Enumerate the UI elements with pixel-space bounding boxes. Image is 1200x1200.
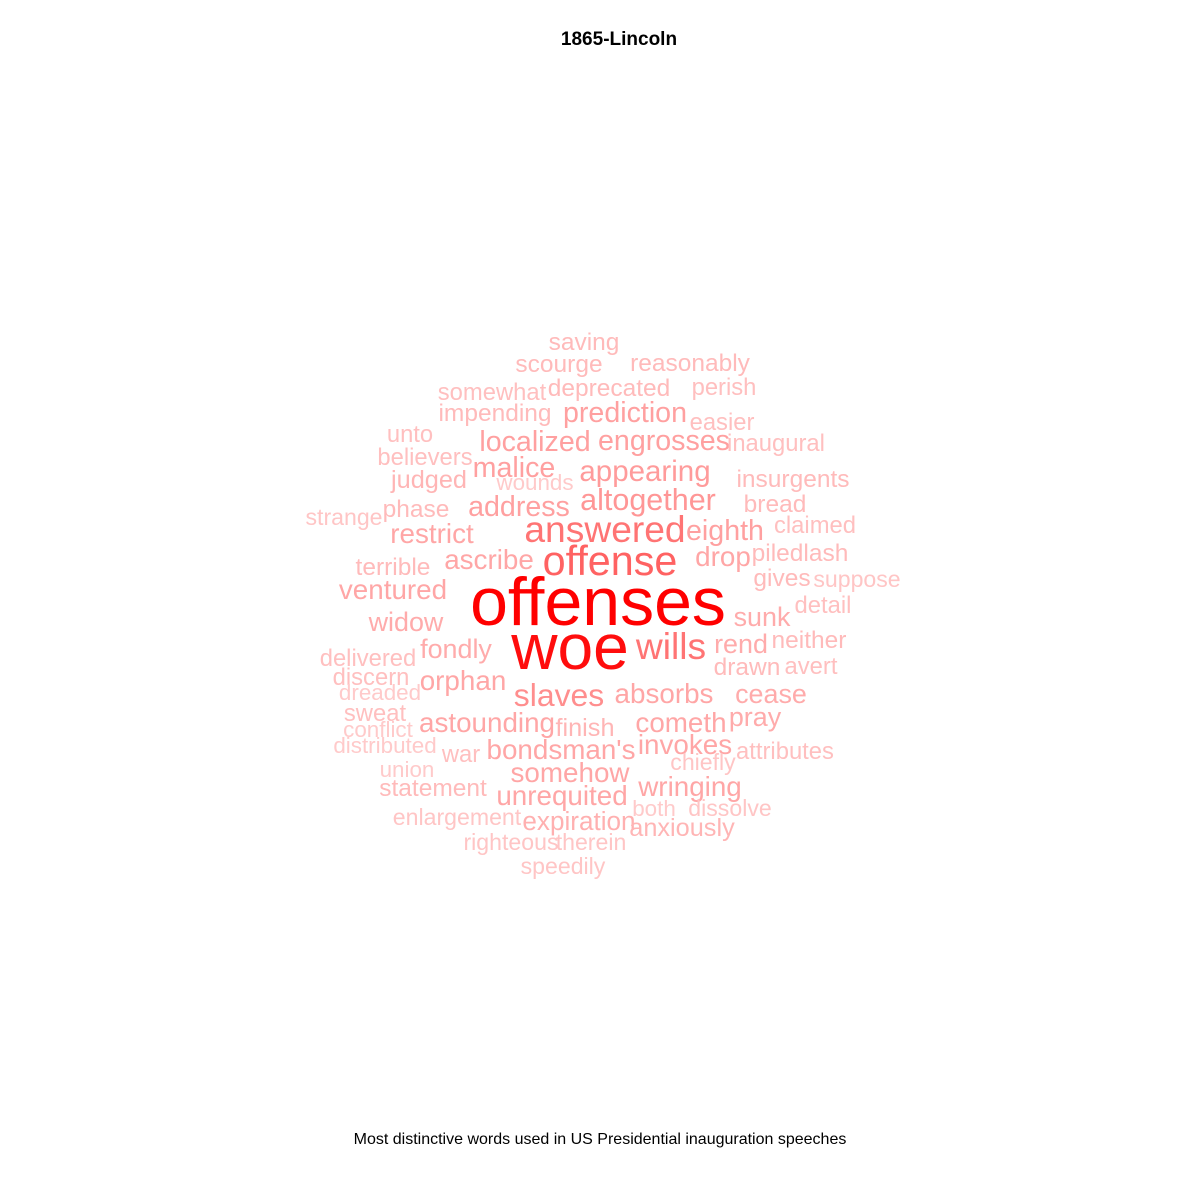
word-67: dreaded xyxy=(339,680,421,705)
word-2: offense xyxy=(543,538,678,584)
word-44: easier xyxy=(690,409,755,436)
word-17: ventured xyxy=(339,574,447,605)
word-54: drawn xyxy=(714,654,781,681)
chart-caption: Most distinctive words used in US Presid… xyxy=(353,1131,847,1148)
word-66: discern xyxy=(333,664,410,691)
word-11: address xyxy=(468,491,570,523)
word-77: speedily xyxy=(521,853,606,879)
word-58: dissolve xyxy=(688,795,771,821)
word-28: bondsman's xyxy=(486,734,635,765)
word-34: anxiously xyxy=(629,814,735,842)
word-49: piledlash xyxy=(752,540,849,567)
word-13: eighth xyxy=(686,515,764,547)
word-60: unto xyxy=(387,421,433,448)
word-12: malice xyxy=(473,452,556,484)
word-3: answered xyxy=(524,508,685,550)
word-29: invokes xyxy=(638,729,732,760)
word-64: terrible xyxy=(356,554,431,581)
word-70: distributed xyxy=(333,733,436,758)
word-73: statement xyxy=(379,775,487,802)
word-15: ascribe xyxy=(444,544,534,575)
word-38: deprecated xyxy=(548,375,671,402)
word-42: somewhat xyxy=(438,379,547,406)
chart-title: 1865-Lincoln xyxy=(560,29,678,50)
word-65: delivered xyxy=(320,645,417,672)
word-74: enlargement xyxy=(393,804,522,830)
word-6: altogether xyxy=(580,483,716,517)
word-45: inaugural xyxy=(727,430,825,457)
word-52: detail xyxy=(795,592,852,619)
word-30: somehow xyxy=(511,757,631,788)
word-18: widow xyxy=(368,607,444,637)
word-9: prediction xyxy=(563,397,687,429)
word-78: wounds xyxy=(495,470,573,495)
word-0: offenses xyxy=(470,564,726,640)
word-32: unrequited xyxy=(496,780,627,811)
word-62: phase xyxy=(383,496,450,523)
word-37: impending xyxy=(438,400,551,427)
word-76: therein xyxy=(556,829,627,855)
word-5: slaves xyxy=(514,677,604,713)
word-35: finish xyxy=(555,714,614,742)
word-63: strange xyxy=(305,504,382,530)
word-75: righteous xyxy=(463,829,558,855)
word-55: avert xyxy=(785,653,838,680)
word-39: scourge xyxy=(515,351,602,378)
word-14: restrict xyxy=(390,518,474,549)
word-61: believers xyxy=(377,444,472,471)
word-10: engrosses xyxy=(598,425,730,457)
word-56: attributes xyxy=(736,738,834,765)
word-59: both xyxy=(632,796,676,821)
word-26: cometh xyxy=(635,707,726,738)
word-16: drop xyxy=(695,541,751,572)
word-53: neither xyxy=(772,627,847,654)
word-31: wringing xyxy=(637,771,742,802)
word-72: war xyxy=(441,741,480,768)
word-24: cease xyxy=(735,679,807,709)
word-40: reasonably xyxy=(630,350,751,377)
word-46: insurgents xyxy=(736,466,849,493)
word-41: saving xyxy=(549,329,620,356)
word-51: suppose xyxy=(813,566,900,592)
word-7: appearing xyxy=(579,455,710,488)
word-25: astounding xyxy=(419,707,555,738)
word-20: fondly xyxy=(420,634,492,664)
word-47: bread xyxy=(744,491,807,518)
word-36: judged xyxy=(390,466,467,494)
word-22: orphan xyxy=(420,665,507,696)
word-69: conflict xyxy=(343,717,413,742)
word-1: woe xyxy=(510,611,629,683)
word-33: expiration xyxy=(522,806,635,836)
word-71: union xyxy=(380,757,435,782)
word-68: sweat xyxy=(344,700,407,727)
word-23: absorbs xyxy=(615,678,714,709)
word-48: claimed xyxy=(774,512,856,539)
word-43: perish xyxy=(692,374,757,401)
word-57: chiefly xyxy=(670,749,736,775)
word-21: rend xyxy=(714,629,768,659)
word-4: wills xyxy=(635,625,706,667)
word-19: sunk xyxy=(734,602,791,632)
word-50: gives xyxy=(753,565,810,592)
word-27: pray xyxy=(729,702,782,732)
word-8: localized xyxy=(479,426,590,458)
